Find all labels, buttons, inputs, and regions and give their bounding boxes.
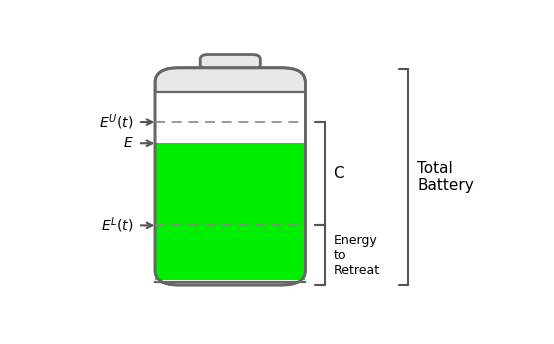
FancyBboxPatch shape (200, 54, 260, 69)
Bar (155, 92, 305, 282)
FancyBboxPatch shape (155, 68, 305, 285)
Bar (155, 143, 305, 280)
Text: Total
Battery: Total Battery (417, 161, 474, 193)
Text: $E^U(t)$: $E^U(t)$ (99, 112, 134, 132)
Text: Energy
to
Retreat: Energy to Retreat (334, 234, 379, 277)
Text: $E$: $E$ (123, 136, 134, 150)
Text: $E^L(t)$: $E^L(t)$ (101, 216, 134, 235)
Text: C: C (334, 166, 344, 181)
